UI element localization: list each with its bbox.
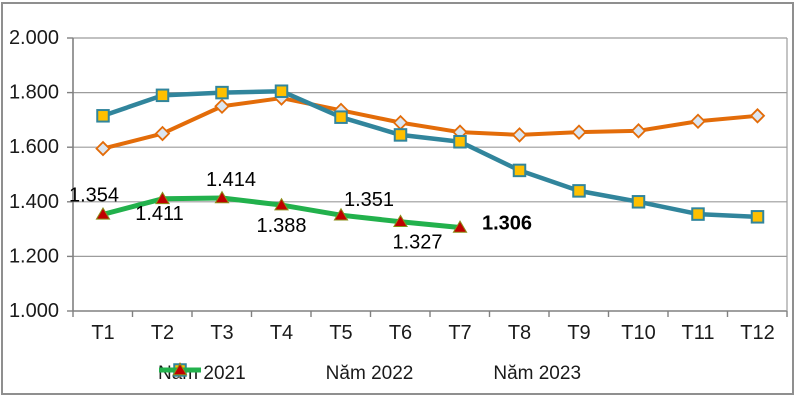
series-năm-2022 [96, 84, 765, 224]
diamond-marker [749, 108, 766, 124]
x-axis-label: T1 [91, 322, 114, 344]
square-marker [691, 207, 705, 221]
square-marker [215, 85, 229, 100]
square-marker [631, 195, 646, 209]
triangle-marker [95, 206, 111, 220]
square-marker [393, 128, 408, 142]
triangle-marker [333, 207, 349, 221]
chart-legend: Năm 2021 Năm 2022 Năm 2023 [158, 361, 581, 387]
triangle-marker [155, 191, 170, 205]
y-axis-label: 1.400 [9, 191, 59, 213]
diamond-marker [630, 123, 647, 139]
x-axis-label: T10 [621, 322, 655, 344]
x-axis-label: T4 [270, 322, 293, 344]
triangle-marker [172, 362, 188, 376]
data-label: 1.414 [206, 169, 256, 191]
square-marker [750, 210, 765, 224]
square-marker [334, 110, 348, 124]
diamond-marker [154, 125, 171, 142]
data-label: 1.411 [135, 203, 184, 225]
x-axis-label: T12 [740, 322, 774, 344]
x-axis-label: T6 [389, 322, 412, 344]
diamond-marker [392, 114, 409, 131]
diamond-marker [571, 124, 587, 140]
x-axis-label: T8 [508, 322, 531, 344]
square-marker [572, 184, 586, 198]
data-label: 1.327 [392, 232, 442, 254]
diamond-marker [511, 127, 528, 143]
chart-border [1, 2, 794, 395]
square-marker [96, 109, 110, 123]
square-marker [274, 84, 289, 98]
x-axis-label: T5 [329, 322, 352, 344]
x-axis-label: T9 [567, 322, 590, 344]
diamond-marker [690, 113, 706, 130]
square-marker [453, 134, 467, 149]
x-axis-label: T7 [448, 322, 471, 344]
legend-triangle-icon [159, 362, 201, 376]
legend-label: Năm 2022 [325, 363, 414, 384]
y-axis-label: 1.200 [9, 245, 59, 267]
data-label: 1.388 [256, 215, 306, 237]
triangle-marker [274, 197, 289, 211]
series-năm-2023: 1.354 1.411 1.414 1.388 1.351 1.327 1.306 [69, 169, 532, 254]
y-axis-label: 1.600 [9, 136, 59, 158]
x-axis-label: T3 [210, 322, 233, 344]
data-label: 1.354 [69, 184, 119, 206]
y-axis-label: 1.000 [9, 300, 59, 322]
data-label: 1.351 [344, 189, 394, 211]
y-axis-label: 2.000 [9, 27, 59, 49]
diamond-marker [214, 98, 230, 115]
series-năm-2021 [95, 90, 766, 157]
square-marker [512, 163, 527, 178]
square-marker [155, 88, 170, 103]
legend-item-năm-2023: Năm 2023 [159, 361, 582, 387]
series-line [101, 96, 760, 151]
triangle-marker [452, 220, 468, 233]
x-axis-label: T2 [151, 322, 174, 344]
data-label: 1.306 [482, 212, 532, 234]
series-line [100, 88, 760, 220]
triangle-marker [214, 190, 230, 204]
diamond-marker [95, 140, 111, 157]
triangle-marker [393, 214, 408, 228]
legend-item-năm-2022: Năm 2022 [159, 361, 414, 387]
x-axis-label: T11 [682, 322, 715, 344]
legend-label: Năm 2023 [493, 363, 582, 384]
y-axis-label: 1.800 [9, 82, 59, 104]
